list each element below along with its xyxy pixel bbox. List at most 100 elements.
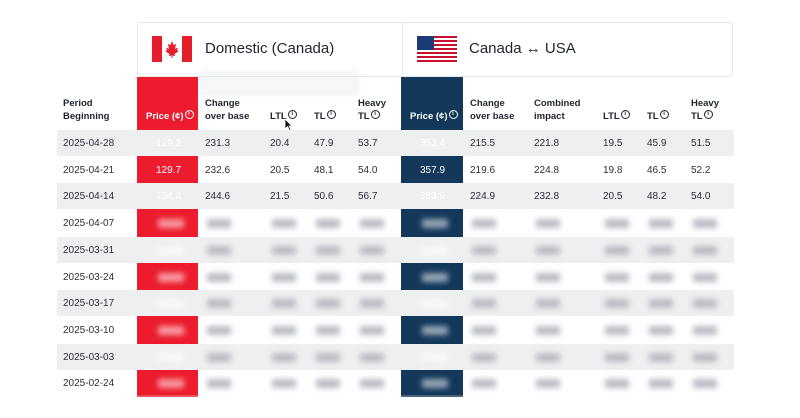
period-date-cell: 2025-03-24 [63, 271, 115, 283]
table-cell-c-change: 224.9 [470, 191, 496, 203]
info-icon[interactable]: i [184, 110, 194, 119]
blurred-cell [649, 352, 673, 362]
table-cell-c-tl: 48.2 [647, 191, 667, 203]
period-date-cell: 2025-03-10 [63, 324, 115, 336]
blurred-cell [158, 325, 184, 335]
period-date-cell: 2025-03-03 [63, 351, 115, 363]
blurred-cell [360, 325, 384, 335]
table-cell-d-tl: 48.1 [314, 164, 334, 176]
blurred-cell [536, 245, 560, 255]
blurred-cell [316, 245, 340, 255]
period-date-cell: 2025-04-28 [63, 138, 115, 149]
blurred-cell [649, 272, 673, 282]
period-date-cell: 2025-03-31 [63, 244, 115, 256]
blurred-cell [649, 325, 673, 335]
blurred-cell [207, 299, 231, 309]
info-icon[interactable]: i [287, 110, 297, 119]
col-header-domestic-price[interactable]: Price (¢) i [146, 110, 194, 123]
table-cell-d-tl: 47.9 [314, 138, 334, 149]
info-icon[interactable]: i [659, 110, 669, 119]
blurred-cell [272, 379, 296, 389]
blurred-cell [472, 245, 496, 255]
table-cell-d-ltl: 20.5 [270, 164, 290, 176]
table-cell-d-price: 129.7 [156, 164, 182, 176]
blurred-cell [272, 325, 296, 335]
blurred-cell [272, 299, 296, 309]
col-header-crossborder-heavy-tl[interactable]: Heavy TL i [691, 98, 719, 122]
table-cell-c-combined: 224.8 [534, 164, 560, 176]
col-header-domestic-ltl[interactable]: LTL i [270, 110, 297, 123]
info-icon[interactable]: i [370, 110, 380, 119]
blurred-cell [605, 379, 629, 389]
blurred-cell [360, 219, 384, 229]
blurred-cell [422, 352, 448, 362]
blurred-cell [207, 272, 231, 282]
blurred-cell [472, 352, 496, 362]
blurred-cell [422, 379, 448, 389]
bottom-fade [0, 395, 800, 418]
col-header-crossborder-tl[interactable]: TL i [647, 110, 669, 123]
blurred-cell [693, 245, 717, 255]
blurred-cell [605, 219, 629, 229]
info-icon[interactable]: i [620, 110, 630, 119]
blurred-cell [693, 219, 717, 229]
blurred-cell [536, 379, 560, 389]
blurred-cell [605, 245, 629, 255]
blurred-cell [316, 272, 340, 282]
blurred-cell [472, 325, 496, 335]
table-cell-c-tl: 46.5 [647, 164, 667, 176]
table-cell-c-price: 353.4 [420, 138, 446, 149]
table-cell-c-ltl: 20.5 [603, 191, 623, 203]
blurred-cell [536, 299, 560, 309]
table-cell-d-tl: 50.6 [314, 191, 334, 203]
info-icon[interactable]: i [326, 110, 336, 119]
info-icon[interactable]: i [703, 110, 713, 119]
table-cell-d-change: 232.6 [205, 164, 231, 176]
header-divider [402, 23, 403, 78]
col-header-domestic-heavy-tl[interactable]: Heavy TL i [358, 98, 386, 122]
blurred-cell [605, 325, 629, 335]
blurred-cell [316, 219, 340, 229]
col-header-crossborder-ltl[interactable]: LTL i [603, 110, 630, 123]
blurred-cell [360, 299, 384, 309]
col-header-domestic-tl[interactable]: TL i [314, 110, 336, 123]
table-cell-d-price: 129.2 [156, 138, 182, 149]
table-cell-c-heavy: 52.2 [691, 164, 711, 176]
blurred-cell [536, 325, 560, 335]
blurred-cell [158, 219, 184, 229]
blurred-cell [207, 352, 231, 362]
blurred-cell [649, 299, 673, 309]
col-header-domestic-change: Change over base [205, 98, 250, 122]
blurred-cell [422, 325, 448, 335]
blurred-cell [316, 379, 340, 389]
period-date-cell: 2025-04-21 [63, 164, 115, 176]
table-cell-d-change: 244.6 [205, 191, 231, 203]
info-icon[interactable]: i [448, 110, 458, 119]
blurred-cell [272, 245, 296, 255]
table-cell-d-heavy: 56.7 [358, 191, 378, 203]
blurred-cell [472, 379, 496, 389]
blurred-cell [207, 325, 231, 335]
fuel-surcharge-header: Domestic (Canada) Canada ↔ USA [137, 22, 733, 78]
blurred-cell [693, 272, 717, 282]
blurred-cell [158, 379, 184, 389]
table-cell-d-heavy: 53.7 [358, 138, 378, 149]
col-header-crossborder-price[interactable]: Price (¢) i [410, 110, 458, 123]
blurred-cell [158, 299, 184, 309]
table-cell-c-tl: 45.9 [647, 138, 667, 149]
crossborder-section-title: Canada ↔ USA [469, 40, 576, 57]
table-cell-c-heavy: 51.5 [691, 138, 711, 149]
table-cell-d-price: 134.4 [156, 191, 182, 203]
blurred-cell [272, 219, 296, 229]
blurred-cell [536, 219, 560, 229]
period-date-cell: 2025-04-14 [63, 191, 115, 203]
blurred-cell [422, 219, 448, 229]
period-date-cell: 2025-02-24 [63, 378, 115, 390]
table-cell-c-price: 357.9 [420, 164, 446, 176]
table-row-stripe [57, 183, 734, 210]
table-cell-d-change: 231.3 [205, 138, 231, 149]
blurred-cell [272, 352, 296, 362]
blurred-cell [158, 352, 184, 362]
table-cell-c-heavy: 54.0 [691, 191, 711, 203]
blurred-cell [605, 272, 629, 282]
